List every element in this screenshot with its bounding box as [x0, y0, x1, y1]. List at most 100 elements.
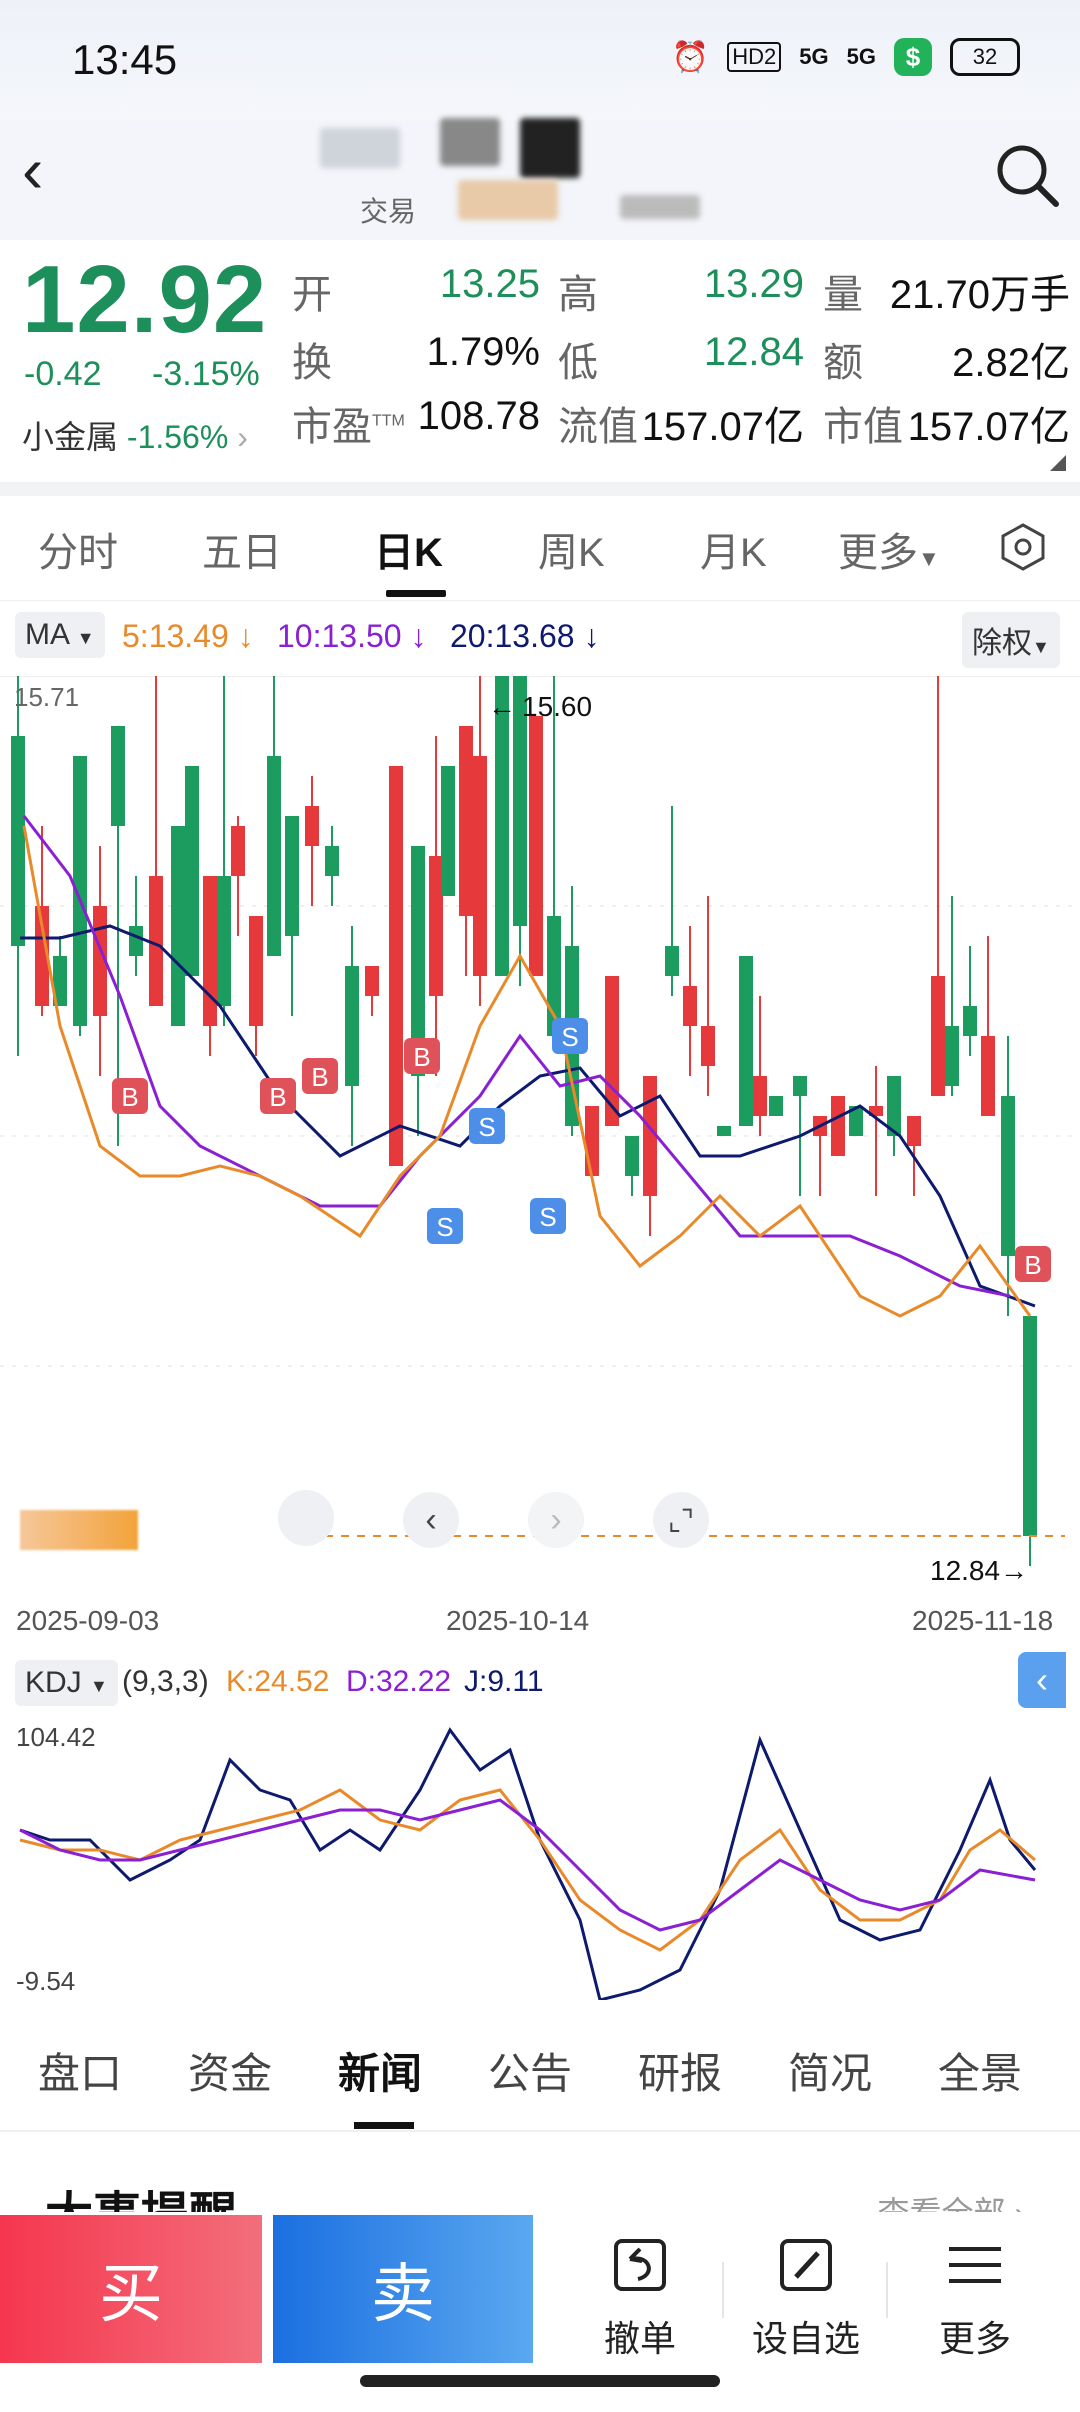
- stock-name-blurred-3: [520, 118, 580, 178]
- fullscreen-icon[interactable]: ⌞⌝: [653, 1492, 709, 1548]
- buy-signal-label: B: [311, 1062, 328, 1092]
- kdj-k: K:24.52: [226, 1665, 330, 1698]
- expand-corner-icon[interactable]: [1050, 455, 1066, 471]
- candle-body: [931, 976, 945, 1096]
- tab-orderbook[interactable]: 盘口: [38, 2050, 123, 2097]
- price-change-pct: -3.15%: [152, 355, 260, 393]
- sell-signal-badge: [469, 1108, 505, 1144]
- sell-button[interactable]: 卖: [273, 2215, 533, 2363]
- buy-signal-badge: [404, 1038, 440, 1074]
- low-label: 低: [558, 341, 598, 385]
- ma-selector[interactable]: MA ▼: [15, 612, 105, 658]
- kdj-y-min: -9.54: [16, 1966, 75, 1996]
- turnover-value: 1.79%: [426, 330, 540, 374]
- collapse-panel-button[interactable]: ‹: [1018, 1652, 1066, 1708]
- candle-body: [459, 726, 473, 916]
- kdj-j-line: [19, 1727, 1037, 2000]
- tab-monthly-k[interactable]: 月K: [700, 531, 767, 575]
- open-label: 开: [292, 273, 332, 317]
- sector-link[interactable]: 小金属 -1.56% ›: [22, 412, 248, 458]
- settings-hexagon-icon[interactable]: [998, 522, 1048, 572]
- info-tabs: [0, 2010, 1080, 2132]
- kdj-k-line: [19, 1788, 1036, 1952]
- candle-body: [185, 766, 199, 976]
- back-button[interactable]: ‹: [22, 134, 44, 206]
- tab-overview[interactable]: 全景: [938, 2050, 1023, 2097]
- sell-signal-badge: [427, 1208, 463, 1244]
- cancel-order-button[interactable]: 撤单: [575, 2230, 705, 2362]
- last-price: 12.92: [22, 246, 268, 353]
- sell-signal-label: S: [561, 1022, 578, 1052]
- chart-control-1[interactable]: [278, 1490, 334, 1546]
- chevron-right-icon[interactable]: ›: [528, 1492, 584, 1548]
- candle-body: [605, 976, 619, 1126]
- open-value: 13.25: [439, 262, 540, 306]
- tab-five-day[interactable]: 五日: [202, 531, 282, 575]
- undo-icon: [575, 2230, 705, 2300]
- candle-body: [753, 1076, 767, 1116]
- tab-announcements[interactable]: 公告: [488, 2050, 573, 2097]
- home-indicator: [360, 2375, 720, 2387]
- candle-body: [203, 876, 217, 1026]
- candle-body: [513, 676, 527, 926]
- candle-body: [665, 946, 679, 976]
- active-tab-underline: [386, 590, 446, 597]
- kdj-selector[interactable]: KDJ ▼: [15, 1660, 118, 1706]
- kdj-d: D:32.22: [346, 1665, 452, 1698]
- date-start: 2025-09-03: [16, 1605, 160, 1636]
- buy-signal-label: B: [121, 1082, 138, 1112]
- stock-name-blurred-2: [440, 118, 500, 166]
- tab-news[interactable]: 新闻: [338, 2050, 423, 2097]
- candle-body: [529, 716, 543, 976]
- add-watchlist-button[interactable]: 设自选: [741, 2230, 871, 2362]
- sell-signal-badge: [530, 1198, 566, 1234]
- tab-more[interactable]: 更多▼: [838, 531, 940, 575]
- tab-daily-k[interactable]: 日K: [374, 531, 443, 575]
- period-tabs: [0, 495, 1080, 601]
- buy-signal-label: B: [269, 1082, 286, 1112]
- candle-body: [305, 806, 319, 846]
- alarm-icon: ⏰: [671, 40, 710, 74]
- volume-label: 量: [823, 273, 863, 317]
- date-end: 2025-11-18: [912, 1605, 1054, 1636]
- candle-body: [441, 766, 455, 896]
- sell-signal-label: S: [478, 1112, 495, 1142]
- tab-research[interactable]: 研报: [638, 2050, 723, 2097]
- tab-funds[interactable]: 资金: [188, 2050, 273, 2097]
- low-value: 12.84: [703, 330, 804, 374]
- divider: [886, 2262, 888, 2318]
- candle-body: [495, 676, 509, 976]
- tab-profile[interactable]: 简况: [788, 2050, 873, 2097]
- candle-body: [429, 856, 443, 996]
- sector-pct: -1.56%: [126, 419, 229, 455]
- ma5-line: [22, 825, 1032, 1318]
- tab-weekly-k[interactable]: 周K: [538, 531, 605, 575]
- signal-icon-2: 5G: [846, 44, 876, 69]
- signal-icon: 5G: [799, 44, 829, 69]
- candle-body: [793, 1076, 807, 1096]
- float-mcap-value: 157.07亿: [641, 405, 804, 449]
- chevron-left-icon[interactable]: ‹: [403, 1492, 459, 1548]
- search-icon[interactable]: [992, 140, 1062, 210]
- amount-label: 额: [823, 341, 863, 385]
- security-shield-icon: $: [894, 38, 932, 76]
- buy-button[interactable]: 买: [0, 2215, 262, 2363]
- volume-value: 21.70万手: [889, 273, 1070, 317]
- candle-body: [739, 956, 753, 1126]
- candle-body: [869, 1106, 883, 1116]
- mcap-label: 市值: [823, 405, 903, 449]
- buy-signal-label: B: [1024, 1250, 1041, 1280]
- candle-body: [285, 816, 299, 936]
- candle-body: [473, 756, 487, 976]
- candle-body: [717, 1126, 731, 1136]
- tab-intraday[interactable]: 分时: [38, 531, 118, 575]
- kdj-j: J:9.11: [464, 1665, 544, 1698]
- more-button[interactable]: 更多: [910, 2230, 1040, 2362]
- candle-body: [963, 1006, 977, 1036]
- caret-down-icon: ▼: [76, 628, 95, 648]
- adjust-selector[interactable]: 除权▼: [962, 612, 1060, 668]
- y-max-label: 15.71: [14, 682, 79, 712]
- candles: [11, 676, 1037, 1566]
- kdj-chart[interactable]: 104.42 -9.54: [0, 1720, 1080, 2000]
